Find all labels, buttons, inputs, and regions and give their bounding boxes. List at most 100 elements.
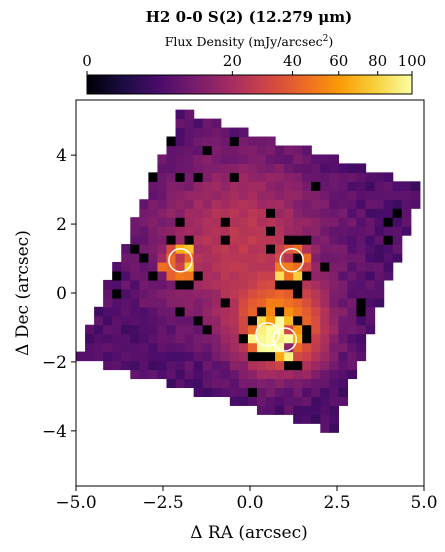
heatmap-cell xyxy=(130,324,140,335)
heatmap-cell xyxy=(275,333,285,344)
heatmap-cell xyxy=(157,288,168,299)
heatmap-cell xyxy=(238,253,249,263)
heatmap-cell xyxy=(76,351,86,362)
heatmap-cell xyxy=(220,387,231,397)
heatmap-cell xyxy=(121,270,131,281)
heatmap-cell xyxy=(275,208,285,218)
heatmap-cell xyxy=(175,190,186,200)
chart-title: H2 0-0 S(2) (12.279 μm) xyxy=(146,8,353,26)
heatmap-cell xyxy=(202,163,213,173)
heatmap-cell xyxy=(266,244,276,254)
heatmap-cell xyxy=(220,342,231,353)
heatmap-cell xyxy=(211,342,222,353)
heatmap-cell xyxy=(112,279,122,290)
heatmap-cell xyxy=(365,217,376,227)
heatmap-cell xyxy=(148,333,159,344)
heatmap-cell xyxy=(238,261,249,272)
heatmap-cell xyxy=(121,315,131,326)
heatmap-cell xyxy=(139,235,149,245)
heatmap-cell xyxy=(347,306,358,317)
heatmap-cell xyxy=(311,172,321,182)
heatmap-cell xyxy=(139,315,149,326)
heatmap-cell xyxy=(220,190,231,200)
heatmap-cell xyxy=(238,396,249,406)
heatmap-cell xyxy=(356,253,367,263)
heatmap-cell xyxy=(247,136,258,147)
heatmap-cell xyxy=(184,127,195,138)
heatmap-cell xyxy=(320,199,330,209)
heatmap-cell xyxy=(175,253,186,263)
heatmap-cell xyxy=(211,360,222,371)
y-axis-label: Δ Dec (arcsec) xyxy=(13,230,33,356)
heatmap-cell xyxy=(256,378,267,389)
heatmap-cell xyxy=(365,181,376,191)
heatmap-cell xyxy=(238,288,249,299)
heatmap-cell xyxy=(121,306,131,317)
heatmap-cell xyxy=(338,181,349,191)
heatmap-cell xyxy=(193,351,204,362)
heatmap-cell xyxy=(356,235,367,245)
heatmap-cell xyxy=(347,172,358,182)
heatmap-cell xyxy=(293,333,303,344)
heatmap-cell xyxy=(184,342,195,353)
heatmap-cell xyxy=(166,315,177,326)
heatmap-cell xyxy=(347,226,358,236)
heatmap-cell xyxy=(211,136,222,147)
heatmap-cell xyxy=(302,217,312,227)
heatmap-cell xyxy=(338,351,349,362)
heatmap-cell xyxy=(202,387,213,397)
heatmap-cell xyxy=(184,199,195,209)
heatmap-cell xyxy=(130,235,140,245)
heatmap-cell xyxy=(266,235,276,245)
heatmap-cell xyxy=(311,324,321,335)
heatmap-cell xyxy=(193,217,204,227)
heatmap-cell xyxy=(193,279,204,290)
heatmap-cell xyxy=(220,279,231,290)
heatmap-cell xyxy=(374,190,385,200)
heatmap-cell xyxy=(157,324,168,335)
heatmap-cell xyxy=(202,342,213,353)
heatmap-cell xyxy=(166,306,177,317)
heatmap-cell xyxy=(311,270,321,281)
heatmap-cell xyxy=(275,163,285,173)
heatmap-cell xyxy=(247,324,258,335)
heatmap-cell xyxy=(302,154,312,165)
colorbar-label-end: ) xyxy=(328,34,333,49)
heatmap-cell xyxy=(211,118,222,129)
heatmap-cell xyxy=(247,145,258,156)
heatmap-cell xyxy=(121,253,131,263)
heatmap-cell xyxy=(175,333,186,344)
heatmap-cell xyxy=(139,244,149,254)
heatmap-cell xyxy=(392,226,403,236)
heatmap-cell xyxy=(329,333,339,344)
heatmap-cell xyxy=(329,190,339,200)
heatmap-cell xyxy=(374,253,385,263)
heatmap-cell xyxy=(383,270,394,281)
heatmap-cell xyxy=(256,190,267,200)
heatmap-cell xyxy=(220,351,231,362)
heatmap-cell xyxy=(311,217,321,227)
heatmap-cell xyxy=(266,324,276,335)
heatmap-cell xyxy=(202,378,213,389)
heatmap-cell xyxy=(148,342,159,353)
heatmap-cell xyxy=(374,226,385,236)
heatmap-cell xyxy=(293,190,303,200)
heatmap-cell xyxy=(148,172,159,182)
heatmap-cell xyxy=(302,306,312,317)
heatmap-cell xyxy=(275,172,285,182)
heatmap-cell xyxy=(338,342,349,353)
heatmap-cell xyxy=(266,163,276,173)
heatmap-cell xyxy=(347,208,358,218)
heatmap-cell xyxy=(356,279,367,290)
heatmap-cell xyxy=(311,154,321,165)
heatmap-cell xyxy=(202,145,213,156)
heatmap-cell xyxy=(320,253,330,263)
heatmap-cell xyxy=(202,351,213,362)
heatmap-cell xyxy=(293,387,303,397)
heatmap-cell xyxy=(148,315,159,326)
y-tick-label: −2 xyxy=(42,353,67,373)
heatmap-cell xyxy=(184,244,195,254)
heatmap-cell xyxy=(266,369,276,380)
heatmap-cell xyxy=(356,306,367,317)
heatmap-cell xyxy=(311,360,321,371)
